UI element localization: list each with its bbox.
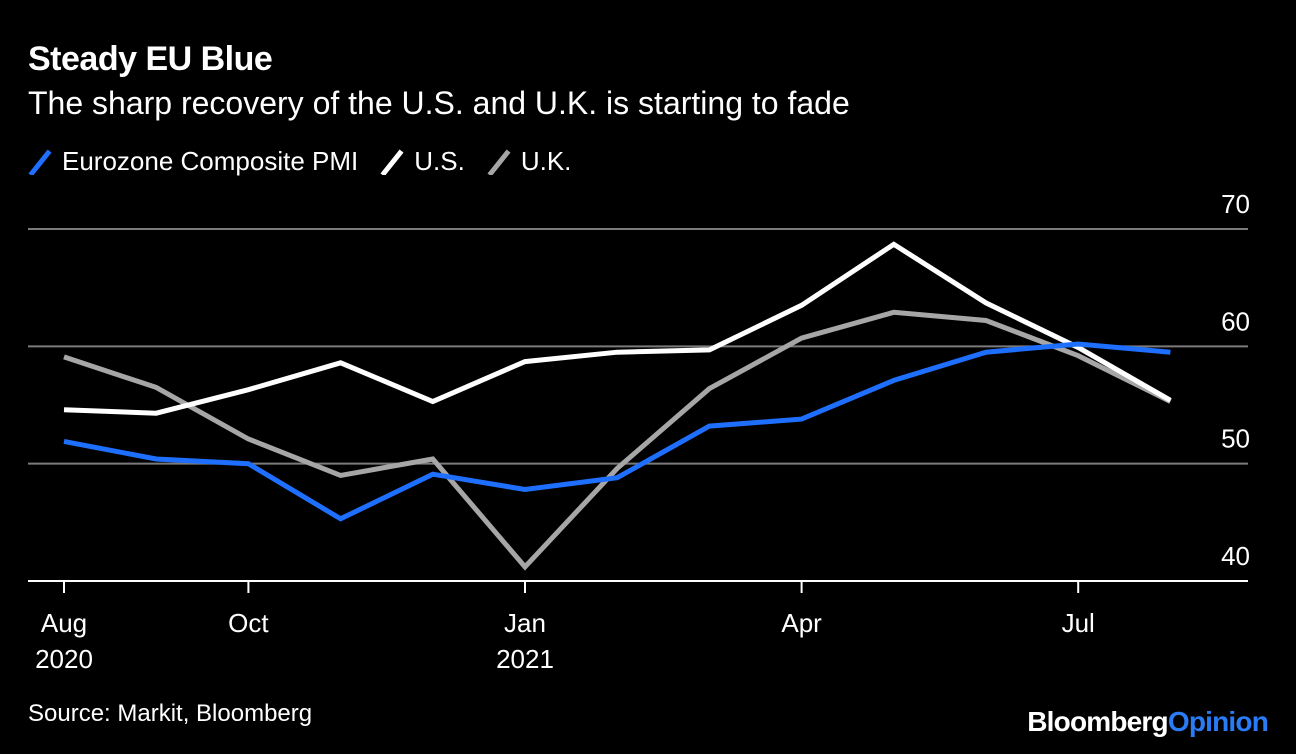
legend-item-uk: U.K. <box>487 146 572 177</box>
series-line-us <box>63 241 1172 416</box>
source-note: Source: Markit, Bloomberg <box>28 700 313 727</box>
y-tick-label-50: 50 <box>1221 424 1250 454</box>
x-tick-label-jan: Jan <box>504 608 546 638</box>
series-line-eurozone <box>63 341 1171 522</box>
series-line-uk <box>63 309 1172 571</box>
brand-logo-bloomberg: Bloomberg <box>1027 706 1168 737</box>
x-tick-year-2020: 2020 <box>35 644 93 674</box>
y-tick-label-70: 70 <box>1221 189 1250 219</box>
chart-subtitle: The sharp recovery of the U.S. and U.K. … <box>28 85 850 121</box>
y-tick-label-40: 40 <box>1221 541 1250 571</box>
brand-logo: BloombergOpinion <box>1027 706 1269 738</box>
legend-label-us: U.S. <box>414 146 465 176</box>
x-tick-label-apr: Apr <box>781 608 822 638</box>
legend-swatch-uk <box>487 148 511 175</box>
y-tick-label-60: 60 <box>1221 306 1250 336</box>
legend-item-eurozone: Eurozone Composite PMI <box>28 146 358 177</box>
x-tick-label-jul: Jul <box>1062 608 1095 638</box>
chart-title: Steady EU Blue <box>28 40 273 78</box>
legend-swatch-us <box>380 148 404 175</box>
legend-swatch-eurozone <box>28 148 52 175</box>
brand-logo-opinion: Opinion <box>1167 706 1269 737</box>
legend-item-us: U.S. <box>380 146 465 177</box>
legend-label-eurozone: Eurozone Composite PMI <box>62 146 359 176</box>
x-tick-year-2021: 2021 <box>496 644 554 674</box>
legend: Eurozone Composite PMI U.S. U.K. <box>28 146 593 177</box>
legend-label-uk: U.K. <box>520 146 572 176</box>
x-tick-label-oct: Oct <box>228 608 269 638</box>
x-tick-label-aug: Aug <box>41 608 87 638</box>
